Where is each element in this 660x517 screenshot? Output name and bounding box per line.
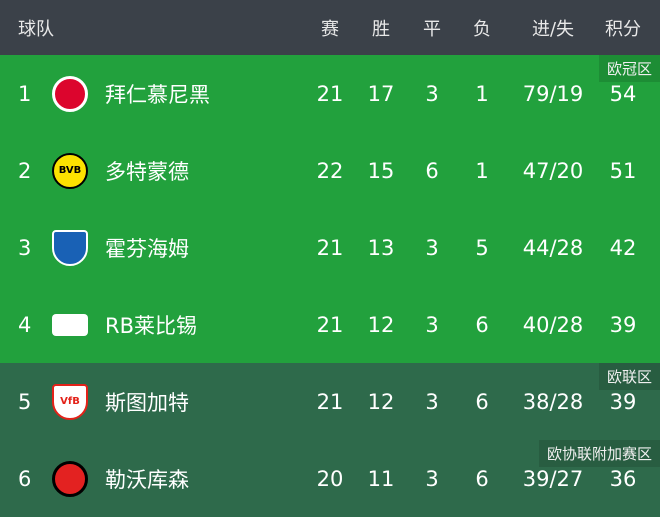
rank: 5 [18, 389, 32, 414]
drawn-value: 6 [425, 158, 439, 183]
zone-badge: 欧联区 [598, 363, 660, 390]
played-value: 21 [316, 81, 344, 106]
won-value: 17 [367, 81, 395, 106]
goals-value: 40/28 [522, 312, 584, 337]
drawn-value: 3 [425, 466, 439, 491]
team-name[interactable]: RB莱比锡 [105, 313, 197, 338]
lost-value: 1 [475, 81, 489, 106]
lost-value: 5 [475, 235, 489, 260]
goals-value: 47/20 [522, 158, 584, 183]
table-row[interactable]: 3 霍芬海姆 21 13 3 5 44/28 42 [0, 209, 660, 286]
logo-text: VfB [60, 396, 80, 407]
won-value: 13 [367, 235, 395, 260]
rank: 1 [18, 81, 32, 106]
points-value: 42 [609, 235, 637, 260]
header-drawn: 平 [423, 18, 441, 40]
goals-value: 38/28 [522, 389, 584, 414]
leipzig-logo-icon [52, 313, 88, 336]
rank: 6 [18, 466, 32, 491]
played-value: 21 [316, 235, 344, 260]
header-points: 积分 [605, 18, 641, 40]
played-value: 22 [316, 158, 344, 183]
logo-text: BVB [58, 165, 82, 176]
goals-value: 44/28 [522, 235, 584, 260]
drawn-value: 3 [425, 312, 439, 337]
team-name[interactable]: 多特蒙德 [105, 159, 189, 184]
points-value: 54 [609, 81, 637, 106]
won-value: 12 [367, 312, 395, 337]
rank: 2 [18, 158, 32, 183]
header-played: 赛 [321, 18, 339, 40]
drawn-value: 3 [425, 81, 439, 106]
hoffenheim-logo-icon [52, 229, 88, 266]
table-row[interactable]: 6 勒沃库森 20 11 3 6 39/27 36 欧协联附加赛区 [0, 440, 660, 517]
lost-value: 1 [475, 158, 489, 183]
zone-badge: 欧协联附加赛区 [538, 440, 660, 467]
rank: 3 [18, 235, 32, 260]
goals-value: 79/19 [522, 81, 584, 106]
dortmund-logo-icon: BVB [52, 152, 88, 189]
leverkusen-logo-icon [52, 460, 88, 497]
table-row[interactable]: 1 拜仁慕尼黑 21 17 3 1 79/19 54 欧冠区 [0, 55, 660, 132]
team-name[interactable]: 斯图加特 [105, 390, 189, 415]
won-value: 15 [367, 158, 395, 183]
drawn-value: 3 [425, 389, 439, 414]
header-won: 胜 [372, 18, 390, 40]
won-value: 12 [367, 389, 395, 414]
points-value: 51 [609, 158, 637, 183]
points-value: 39 [609, 389, 637, 414]
team-name[interactable]: 拜仁慕尼黑 [105, 82, 210, 107]
table-header: 球队 赛 胜 平 负 进/失 积分 [0, 0, 660, 55]
rank: 4 [18, 312, 32, 337]
stuttgart-logo-icon: VfB [52, 383, 88, 420]
table-row[interactable]: 2 BVB 多特蒙德 22 15 6 1 47/20 51 [0, 132, 660, 209]
header-lost: 负 [473, 18, 491, 40]
team-name[interactable]: 勒沃库森 [105, 467, 189, 492]
drawn-value: 3 [425, 235, 439, 260]
lost-value: 6 [475, 466, 489, 491]
lost-value: 6 [475, 389, 489, 414]
header-team: 球队 [18, 18, 54, 40]
lost-value: 6 [475, 312, 489, 337]
zone-badge: 欧冠区 [598, 55, 660, 82]
table-row[interactable]: 4 RB莱比锡 21 12 3 6 40/28 39 [0, 286, 660, 363]
header-goals: 进/失 [531, 18, 575, 40]
played-value: 21 [316, 312, 344, 337]
bayern-logo-icon [52, 75, 88, 112]
team-name[interactable]: 霍芬海姆 [105, 236, 189, 261]
played-value: 21 [316, 389, 344, 414]
points-value: 39 [609, 312, 637, 337]
table-row[interactable]: 5 VfB 斯图加特 21 12 3 6 38/28 39 欧联区 [0, 363, 660, 440]
